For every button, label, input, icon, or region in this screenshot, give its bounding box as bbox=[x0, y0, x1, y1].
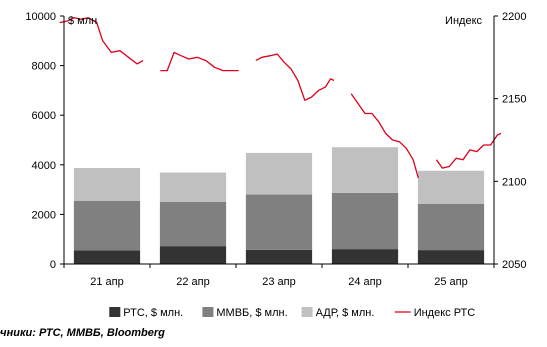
legend-label-1: ММВБ, $ млн. bbox=[216, 307, 287, 319]
right-tick-label-2: 2150 bbox=[502, 94, 526, 106]
right-tick-label-1: 2100 bbox=[502, 176, 526, 188]
bar-rts-3 bbox=[331, 249, 399, 264]
legend-label-3: Индекс РТС bbox=[414, 307, 476, 319]
bars-layer bbox=[73, 147, 485, 264]
right-axis-title: Индекс bbox=[445, 15, 482, 27]
right-tick-label-0: 2050 bbox=[502, 259, 526, 271]
bar-rts-2 bbox=[245, 249, 313, 264]
left-axis-title: $ млн bbox=[68, 15, 97, 27]
bar-micex-3 bbox=[331, 192, 399, 250]
bar-adr-3 bbox=[331, 147, 399, 193]
left-tick-label-4: 8000 bbox=[32, 61, 56, 73]
x-tick-label-1: 22 апр bbox=[176, 276, 209, 288]
left-tick-label-0: 0 bbox=[50, 259, 56, 271]
legend: РТС, $ млн. ММВБ, $ млн. АДР, $ млн. Индекс… bbox=[109, 307, 475, 319]
source-note: очники: РТС, ММВБ, Bloomberg bbox=[0, 327, 165, 339]
x-tick-label-4: 25 апр bbox=[434, 276, 467, 288]
legend-swatch-1 bbox=[202, 307, 214, 317]
index-line-segment-2 bbox=[255, 53, 335, 101]
x-tick-label-0: 21 апр bbox=[90, 276, 123, 288]
bar-micex-2 bbox=[245, 194, 313, 250]
bar-adr-2 bbox=[245, 152, 313, 195]
index-line-segment-4 bbox=[435, 132, 502, 169]
right-tick-label-3: 2200 bbox=[502, 11, 526, 23]
index-line-layer bbox=[59, 17, 502, 179]
left-tick-label-5: 10000 bbox=[25, 11, 56, 23]
left-tick-label-3: 6000 bbox=[32, 110, 56, 122]
left-tick-label-1: 2000 bbox=[32, 209, 56, 221]
index-line-segment-3 bbox=[350, 93, 419, 179]
bar-adr-1 bbox=[159, 172, 227, 202]
bar-rts-1 bbox=[159, 246, 227, 264]
bar-micex-4 bbox=[417, 203, 485, 251]
left-tick-label-2: 4000 bbox=[32, 160, 56, 172]
bar-adr-0 bbox=[73, 168, 141, 202]
bar-rts-0 bbox=[73, 250, 141, 264]
bar-micex-0 bbox=[73, 201, 141, 251]
legend-label-0: РТС, $ млн. bbox=[123, 307, 183, 319]
legend-swatch-0 bbox=[109, 307, 121, 317]
bar-rts-4 bbox=[417, 250, 485, 264]
x-tick-label-2: 23 апр bbox=[262, 276, 295, 288]
legend-swatch-2 bbox=[301, 307, 313, 317]
legend-label-2: АДР, $ млн. bbox=[316, 307, 375, 319]
axes-layer: 0 2000 4000 6000 8000 10000 2050 2100 2150 2200 21… bbox=[25, 11, 526, 288]
bar-micex-1 bbox=[159, 201, 227, 247]
bar-adr-4 bbox=[417, 170, 485, 204]
x-tick-label-3: 24 апр bbox=[348, 276, 381, 288]
index-line-segment-1 bbox=[160, 51, 239, 72]
index-line-segment-0 bbox=[59, 17, 144, 65]
